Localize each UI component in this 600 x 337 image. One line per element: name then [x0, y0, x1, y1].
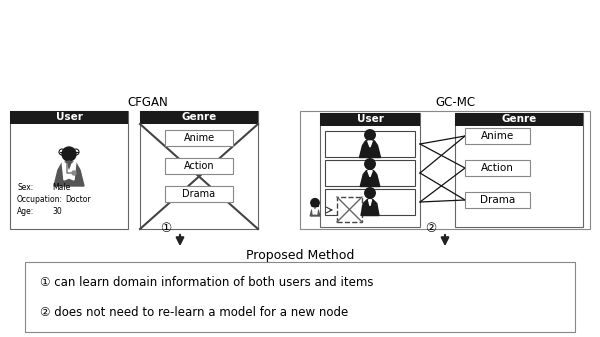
- Bar: [325, 131, 415, 157]
- Text: Drama: Drama: [480, 195, 515, 205]
- Text: Proposed Method: Proposed Method: [246, 248, 354, 262]
- Text: Occupation:: Occupation:: [17, 194, 63, 204]
- Polygon shape: [361, 198, 379, 215]
- Polygon shape: [368, 200, 371, 206]
- Text: CFGAN: CFGAN: [128, 96, 169, 109]
- Bar: [337, 197, 362, 222]
- Polygon shape: [313, 208, 317, 214]
- Bar: [165, 158, 233, 174]
- Circle shape: [365, 159, 375, 169]
- Text: ①: ①: [160, 222, 172, 236]
- Polygon shape: [368, 141, 372, 147]
- Bar: [165, 130, 233, 146]
- Text: GC-MC: GC-MC: [435, 96, 475, 109]
- Bar: [25, 262, 575, 332]
- Text: Male: Male: [52, 183, 70, 191]
- Bar: [455, 113, 583, 126]
- Bar: [320, 113, 420, 126]
- Circle shape: [62, 147, 76, 161]
- Text: Drama: Drama: [182, 189, 215, 199]
- Bar: [140, 111, 258, 229]
- Text: Anime: Anime: [481, 131, 514, 141]
- Polygon shape: [360, 169, 380, 186]
- Text: ② does not need to re-learn a model for a new node: ② does not need to re-learn a model for …: [40, 306, 348, 318]
- Bar: [10, 111, 128, 229]
- Circle shape: [72, 171, 76, 175]
- Bar: [465, 192, 530, 208]
- Polygon shape: [368, 171, 372, 177]
- Circle shape: [311, 198, 319, 207]
- Polygon shape: [359, 140, 380, 157]
- Text: 30: 30: [52, 207, 62, 215]
- Polygon shape: [54, 161, 84, 186]
- Bar: [465, 160, 530, 176]
- Text: Age:: Age:: [17, 207, 34, 215]
- Bar: [325, 189, 415, 215]
- Text: Anime: Anime: [184, 133, 215, 143]
- Polygon shape: [310, 208, 320, 216]
- Circle shape: [365, 130, 375, 140]
- Text: Action: Action: [184, 161, 214, 171]
- Text: ②: ②: [425, 222, 437, 236]
- Bar: [10, 111, 128, 124]
- Text: Genre: Genre: [502, 115, 536, 124]
- Text: User: User: [56, 113, 82, 123]
- Bar: [455, 113, 583, 227]
- Text: Action: Action: [481, 163, 514, 173]
- Text: Doctor: Doctor: [65, 194, 91, 204]
- Bar: [140, 111, 258, 124]
- Polygon shape: [62, 161, 76, 180]
- Text: Genre: Genre: [181, 113, 217, 123]
- Text: Sex:: Sex:: [17, 183, 33, 191]
- Text: ① can learn domain information of both users and items: ① can learn domain information of both u…: [40, 276, 373, 288]
- Bar: [325, 160, 415, 186]
- Circle shape: [365, 188, 375, 198]
- Text: User: User: [356, 115, 383, 124]
- Bar: [165, 186, 233, 202]
- Bar: [465, 128, 530, 144]
- Bar: [300, 111, 590, 229]
- Bar: [320, 113, 420, 227]
